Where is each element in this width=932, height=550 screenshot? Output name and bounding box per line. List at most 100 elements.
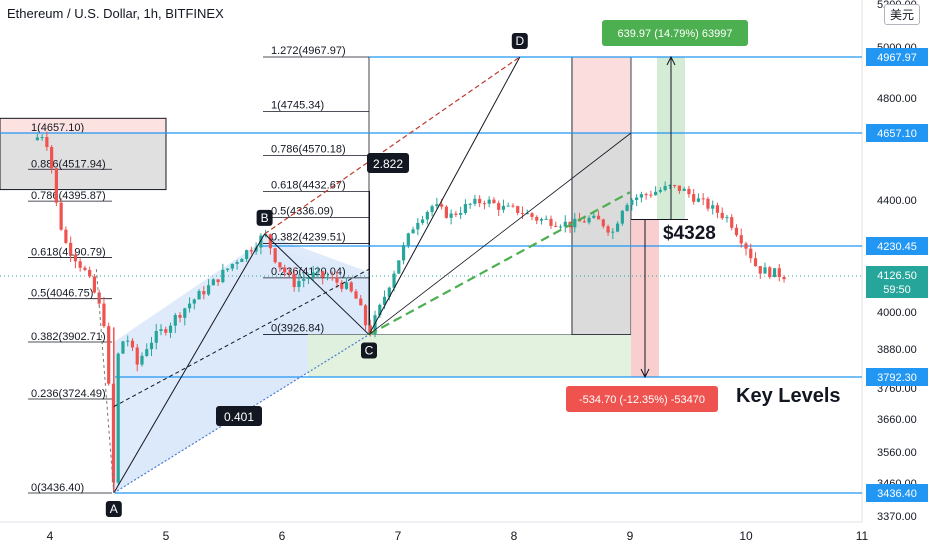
price-axis-level-badge[interactable] (866, 48, 928, 66)
candle-body (159, 329, 163, 331)
candle-body (777, 268, 781, 278)
candle-body (435, 204, 439, 207)
measure-down-arrowhead (640, 368, 650, 379)
candle-body (97, 292, 101, 304)
time-axis-tick: 11 (856, 529, 869, 543)
fib-left-level-label: 0.886(4517.94) (31, 158, 106, 170)
candle-body (287, 272, 292, 275)
price-axis-level-badge[interactable] (866, 368, 928, 386)
price-axis-level-badge[interactable] (866, 124, 928, 142)
current-price-label: 4126.50 (877, 270, 917, 282)
candle-body (316, 271, 320, 273)
pattern-point-c[interactable] (361, 342, 377, 359)
pattern-leg-bc (264, 233, 370, 335)
candle-body (302, 279, 306, 281)
channel-midline (113, 268, 370, 408)
candle-body (744, 243, 748, 249)
fib-ext-level-label: 0.382(4239.51) (271, 232, 346, 244)
position-diagonal (368, 132, 632, 335)
candle-body (554, 225, 558, 227)
pattern-line-bd (264, 56, 521, 235)
pattern-leg-ab (113, 233, 266, 494)
candle-body (539, 219, 544, 221)
candle-body (468, 203, 472, 205)
candle-body (178, 314, 182, 318)
price-axis-tick: 3370.00 (877, 511, 917, 523)
candle-body (668, 185, 672, 187)
candle-body (88, 269, 92, 277)
pattern-point-label: C (365, 344, 374, 358)
candle-body (492, 199, 496, 204)
candle-body (283, 267, 287, 273)
pattern-point-a[interactable] (105, 501, 122, 517)
candle-body (692, 194, 696, 202)
time-axis-tick: 7 (395, 529, 402, 543)
fib-left-level-label: 0(3436.40) (31, 482, 84, 494)
candle-body (354, 291, 358, 299)
candle-body (430, 206, 434, 212)
fib-ext-level-label: 0.618(4432.67) (271, 179, 346, 191)
candle-body (235, 262, 239, 264)
candle-body (183, 308, 187, 318)
candle-body (83, 267, 87, 270)
candle-body (211, 279, 215, 286)
price-axis-tick: 4800.00 (877, 93, 917, 105)
candle-body (126, 340, 130, 342)
price-axis-tick: 3560.00 (877, 447, 917, 459)
candle-body (363, 305, 368, 326)
candle-body (625, 205, 629, 211)
candle-body (701, 198, 705, 200)
candle-body (187, 303, 192, 309)
price-axis-tick: 3660.00 (877, 414, 917, 426)
candle-body (401, 245, 406, 261)
candle-body (40, 137, 44, 139)
candle-body (753, 258, 758, 267)
fib-left-level-label: 0.382(3902.71) (31, 331, 106, 343)
candle-body (278, 262, 282, 268)
fib-left-level-label: 0.236(3724.49) (31, 388, 106, 400)
candle-body (297, 280, 301, 288)
candle-body (501, 205, 506, 210)
pattern-point-d[interactable] (511, 33, 528, 49)
candle-body (520, 212, 525, 214)
candle-body (154, 330, 158, 343)
candle-body (449, 213, 453, 218)
candle-body (473, 198, 477, 204)
candle-body (406, 233, 410, 246)
price-axis-level-badge[interactable] (866, 484, 928, 502)
candle-body (197, 291, 201, 300)
candle-body (768, 267, 772, 278)
ratio-label-box (367, 153, 409, 173)
candle-body (620, 210, 624, 224)
candle-body (711, 205, 715, 209)
candle-body (482, 203, 487, 205)
candle-body (511, 205, 515, 207)
candle-body (425, 211, 429, 220)
candle-body (359, 298, 363, 306)
pattern-point-b[interactable] (256, 209, 273, 226)
price-axis-level-badge[interactable] (866, 237, 928, 255)
price-target-annotation: $4328 (663, 223, 716, 244)
currency-badge[interactable]: 美元 (883, 4, 920, 25)
candle-body (140, 355, 144, 365)
candle-body (420, 219, 425, 223)
fib-ext-level-label: 1(4745.34) (271, 99, 324, 111)
candle-body (530, 213, 534, 217)
candle-body (463, 204, 467, 214)
candle-body (168, 325, 173, 333)
candle-body (130, 340, 135, 348)
chart-title: Ethereum / U.S. Dollar, 1h, BITFINEX (7, 6, 224, 21)
candle-body (506, 205, 510, 207)
candle-body (478, 198, 482, 204)
candle-body (145, 349, 149, 356)
candle-body (202, 291, 206, 295)
pattern-leg-cd (368, 56, 521, 335)
candle-body (268, 234, 272, 249)
candle-body (411, 229, 415, 234)
time-axis-tick: 9 (627, 529, 634, 543)
candle-body (487, 199, 491, 204)
candle-body (54, 168, 58, 203)
candle-body (221, 269, 225, 283)
candle-body (164, 329, 168, 333)
